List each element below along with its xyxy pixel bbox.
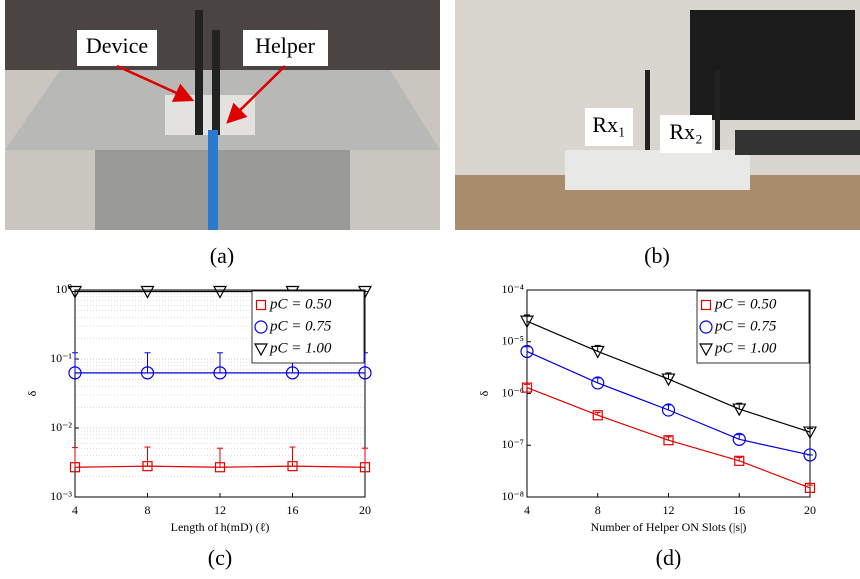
caption: (c)	[208, 545, 232, 570]
annotation: Rx₁	[592, 112, 625, 137]
marker	[142, 461, 153, 472]
legend	[251, 290, 365, 364]
x-axis-label: Length of h(mD) (ℓ)	[171, 520, 270, 534]
y-tick-label: 10⁰	[55, 282, 72, 296]
x-tick-label: 20	[359, 503, 371, 517]
y-tick-label: 10⁻³	[50, 489, 72, 503]
photo-b: Rx₁ Rx₂	[455, 0, 860, 230]
legend-label: pC = 0.75	[269, 318, 332, 334]
x-tick-label: 12	[663, 503, 675, 517]
marker	[140, 366, 155, 380]
marker	[802, 426, 818, 440]
y-tick-label: 10⁻⁸	[501, 489, 524, 503]
legend-label: pC = 0.50	[269, 296, 332, 312]
photo-a: Device Helper	[5, 0, 440, 230]
x-tick-label: 16	[287, 503, 299, 517]
marker	[732, 432, 746, 446]
marker	[213, 366, 227, 380]
marker	[734, 455, 745, 466]
y-tick-label: 10⁻⁶	[501, 385, 524, 399]
chart: 10⁻³ 10⁻² 10⁻¹ 10⁰ 4 8 12 16 20 Length of h(mD) (…	[25, 282, 373, 570]
marker	[68, 366, 82, 380]
marker	[804, 482, 816, 493]
marker	[663, 435, 674, 446]
marker	[699, 320, 713, 334]
marker	[140, 285, 155, 299]
legend-label: pC = 1.00	[269, 340, 332, 356]
marker	[520, 344, 534, 359]
x-tick-label: 8	[595, 503, 601, 517]
marker	[287, 461, 298, 472]
x-tick-label: 4	[72, 503, 78, 517]
annotation: Rx₂	[669, 119, 702, 144]
y-tick-label: 10⁻²	[50, 420, 72, 434]
caption: (a)	[210, 243, 234, 268]
legend-label: pC = 0.75	[714, 318, 777, 334]
marker	[519, 315, 535, 329]
annotation: Device	[86, 33, 148, 58]
marker	[254, 320, 268, 334]
marker	[253, 343, 269, 357]
chart: 10⁻⁸ 10⁻⁷ 10⁻⁶ 10⁻⁵ 10⁻⁴ 4 8 12 16 20 Number of He…	[477, 282, 818, 570]
marker	[661, 373, 676, 387]
marker	[521, 382, 533, 393]
marker	[285, 366, 300, 380]
marker	[698, 343, 714, 357]
marker	[359, 462, 371, 473]
y-tick-label: 10⁻¹	[50, 351, 72, 365]
x-tick-label: 12	[214, 503, 226, 517]
marker	[255, 299, 267, 311]
x-tick-label: 20	[804, 503, 816, 517]
caption: (d)	[656, 545, 682, 570]
annotation: Helper	[255, 33, 316, 58]
axes-frame	[74, 289, 366, 498]
marker	[661, 403, 676, 417]
y-axis-label: δ	[25, 390, 39, 396]
marker	[732, 403, 747, 417]
x-tick-label: 8	[145, 503, 151, 517]
x-tick-label: 16	[733, 503, 745, 517]
y-tick-label: 10⁻⁵	[501, 334, 524, 348]
legend	[696, 290, 810, 364]
axes-frame	[526, 289, 811, 498]
legend-label: pC = 1.00	[714, 340, 777, 356]
x-axis-label: Number of Helper ON Slots (|s|)	[591, 520, 747, 534]
x-tick-label: 4	[524, 503, 530, 517]
caption: (b)	[644, 243, 670, 268]
y-tick-label: 10⁻⁷	[501, 437, 524, 451]
marker	[592, 410, 603, 421]
marker	[700, 299, 712, 311]
y-tick-label: 10⁻⁴	[501, 282, 524, 296]
marker	[67, 285, 83, 299]
marker	[803, 448, 817, 462]
marker	[69, 462, 81, 473]
y-axis-label: δ	[477, 390, 491, 396]
marker	[590, 345, 605, 359]
marker	[212, 285, 228, 299]
legend-label: pC = 0.50	[714, 296, 777, 312]
marker	[591, 376, 605, 390]
marker	[214, 462, 226, 473]
marker	[358, 366, 372, 380]
